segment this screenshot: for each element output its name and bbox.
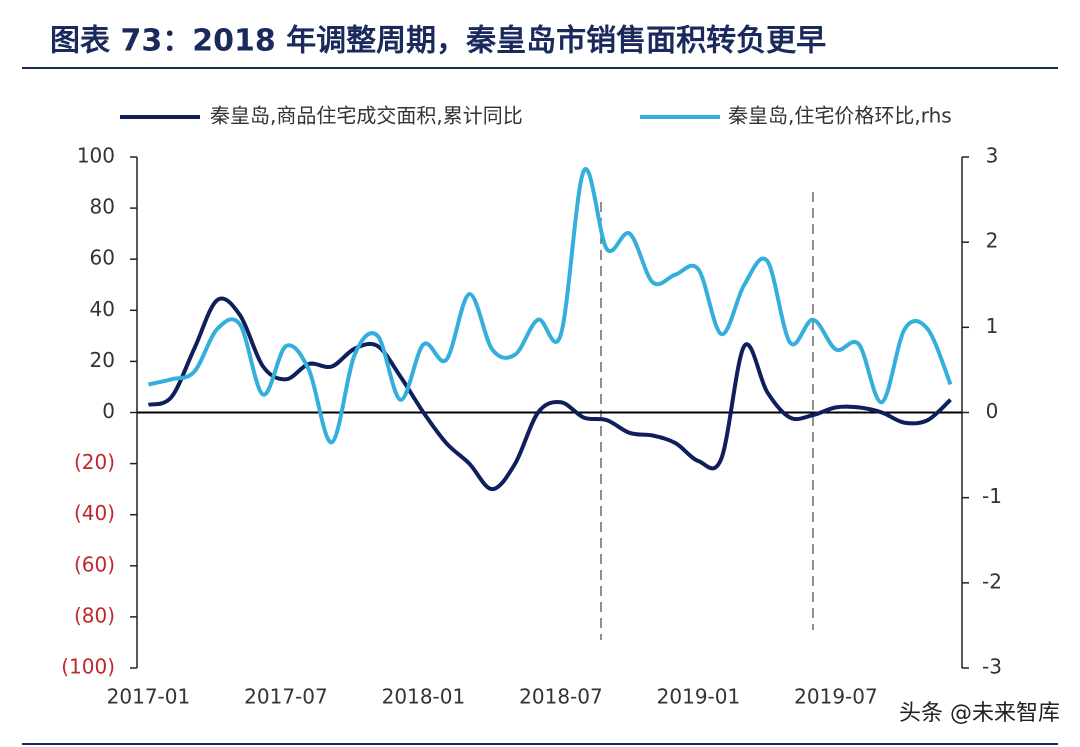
y2-tick-label: -2	[982, 569, 1002, 593]
watermark: 头条 @未来智库	[899, 701, 1060, 726]
y2-tick-label: -3	[982, 655, 1002, 679]
x-tick-label: 2019-01	[657, 685, 741, 709]
y-tick-label: 20	[90, 348, 115, 372]
y-tick-label: 40	[90, 297, 115, 321]
y-tick-label: 80	[90, 195, 115, 219]
x-tick-label: 2017-01	[107, 685, 191, 709]
y2-tick-label: -1	[982, 484, 1002, 508]
y2-tick-label: 3	[986, 144, 999, 168]
x-tick-label: 2018-07	[519, 685, 603, 709]
series-line	[148, 167, 953, 445]
y-tick-label: 60	[90, 246, 115, 270]
legend-label: 秦皇岛,住宅价格环比,rhs	[728, 104, 952, 128]
chart-title: 图表 73：2018 年调整周期，秦皇岛市销售面积转负更早	[50, 24, 826, 59]
y-tick-label: (40)	[74, 501, 115, 525]
x-tick-label: 2019-07	[794, 685, 878, 709]
x-tick-label: 2018-01	[382, 685, 466, 709]
y2-tick-label: 0	[986, 399, 999, 423]
y-tick-label: (100)	[61, 655, 115, 679]
y-tick-label: (80)	[74, 603, 115, 627]
y-tick-label: (60)	[74, 552, 115, 576]
y2-tick-label: 2	[986, 229, 999, 253]
legend-label: 秦皇岛,商品住宅成交面积,累计同比	[210, 104, 523, 128]
x-tick-label: 2017-07	[244, 685, 328, 709]
y-tick-label: 0	[102, 399, 115, 423]
y-tick-label: 100	[77, 144, 115, 168]
y-tick-label: (20)	[74, 450, 115, 474]
series-line	[147, 296, 952, 492]
y2-tick-label: 1	[986, 314, 999, 338]
